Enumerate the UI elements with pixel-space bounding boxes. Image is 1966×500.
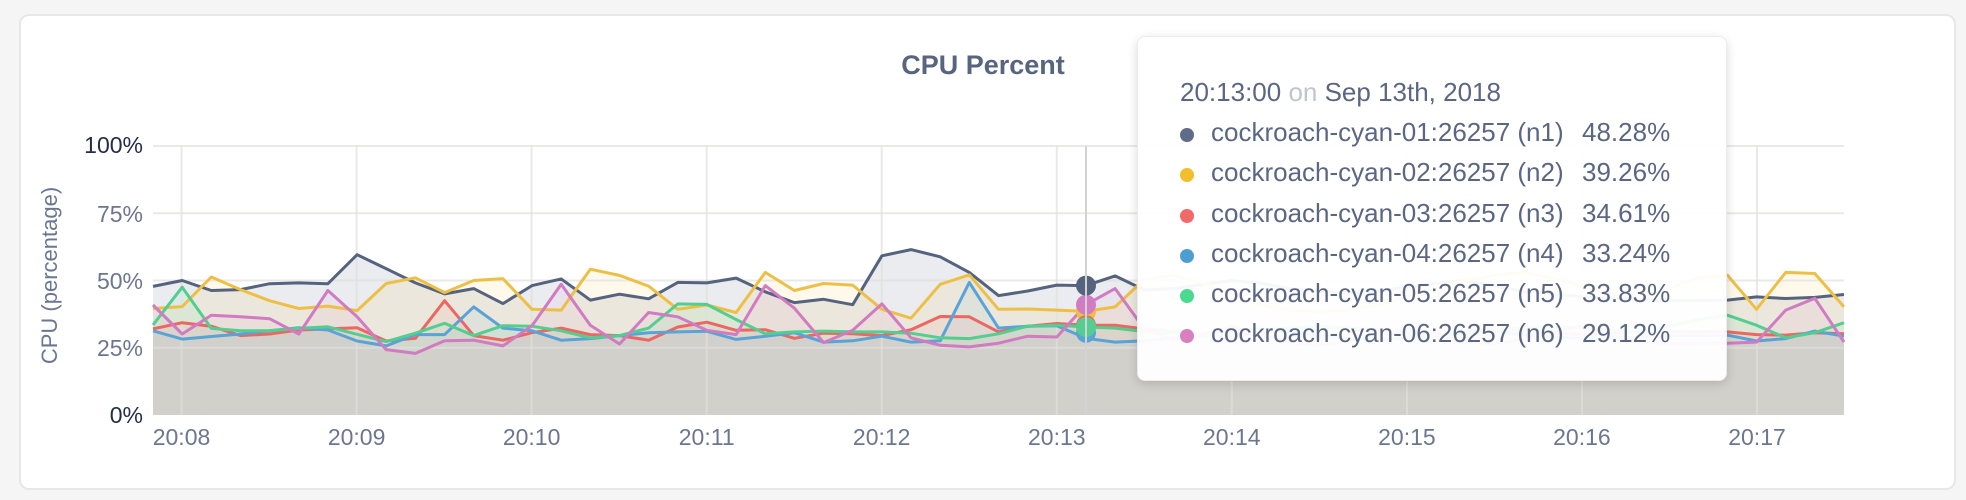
svg-text:50%: 50% xyxy=(97,268,143,294)
svg-text:20:17: 20:17 xyxy=(1728,424,1786,450)
svg-text:CPU (percentage): CPU (percentage) xyxy=(37,187,62,364)
svg-text:20:15: 20:15 xyxy=(1378,424,1436,450)
svg-text:20:09: 20:09 xyxy=(328,424,386,450)
svg-text:0%: 0% xyxy=(110,402,143,428)
svg-text:25%: 25% xyxy=(97,335,143,361)
svg-text:20:14: 20:14 xyxy=(1203,424,1261,450)
svg-text:75%: 75% xyxy=(97,201,143,227)
svg-text:20:16: 20:16 xyxy=(1553,424,1611,450)
svg-text:100%: 100% xyxy=(84,132,143,158)
svg-text:20:08: 20:08 xyxy=(153,424,211,450)
svg-text:20:10: 20:10 xyxy=(503,424,561,450)
svg-text:20:11: 20:11 xyxy=(679,424,735,450)
svg-text:20:13: 20:13 xyxy=(1028,424,1086,450)
svg-text:20:12: 20:12 xyxy=(853,424,911,450)
